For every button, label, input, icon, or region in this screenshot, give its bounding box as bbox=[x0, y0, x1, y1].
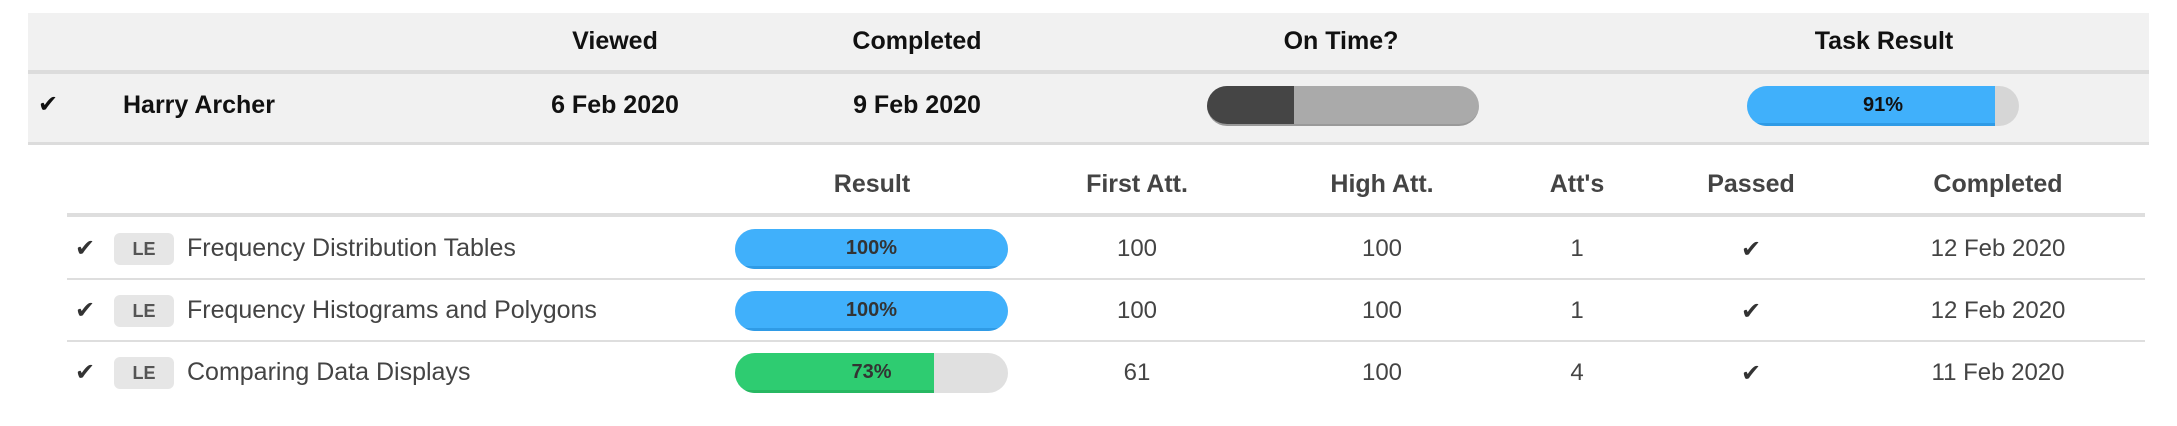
column-viewed: Viewed bbox=[572, 27, 658, 55]
column-high-att: High Att. bbox=[1330, 170, 1434, 198]
task-completed-date: 12 Feb 2020 bbox=[1930, 297, 2066, 324]
row-divider bbox=[67, 278, 2145, 280]
column-task-completed: Completed bbox=[1933, 170, 2063, 198]
task-result-fill bbox=[1747, 86, 1995, 126]
attempts: 1 bbox=[1570, 297, 1584, 324]
passed-check-icon: ✔ bbox=[1740, 298, 1762, 325]
task-header-divider bbox=[67, 213, 2145, 217]
column-first-att: First Att. bbox=[1086, 170, 1188, 198]
checkmark-icon: ✔ bbox=[75, 235, 96, 262]
high-att: 100 bbox=[1361, 359, 1403, 386]
result-label: 100% bbox=[845, 237, 898, 259]
column-completed: Completed bbox=[852, 27, 982, 55]
result-label: 73% bbox=[851, 361, 892, 383]
result-bar: 100% bbox=[735, 291, 1008, 331]
student-row-divider bbox=[28, 142, 2149, 145]
task-title[interactable]: Comparing Data Displays bbox=[187, 358, 471, 386]
column-result: Result bbox=[833, 170, 911, 198]
first-att: 61 bbox=[1123, 359, 1151, 386]
column-atts: Att's bbox=[1549, 170, 1605, 198]
on-time-fill bbox=[1207, 86, 1295, 124]
result-fill bbox=[735, 291, 1008, 331]
header-divider bbox=[28, 70, 2149, 74]
checkmark-icon: ✔ bbox=[75, 297, 96, 324]
first-att: 100 bbox=[1116, 235, 1158, 262]
column-task-result: Task Result bbox=[1814, 27, 1954, 55]
result-fill bbox=[735, 353, 935, 393]
task-result-label: 91% bbox=[1862, 94, 1904, 116]
viewed-date: 6 Feb 2020 bbox=[551, 91, 679, 119]
attempts: 1 bbox=[1570, 235, 1584, 262]
task-title[interactable]: Frequency Distribution Tables bbox=[187, 234, 516, 262]
column-passed: Passed bbox=[1707, 170, 1795, 198]
checkmark-icon: ✔ bbox=[38, 91, 59, 118]
task-completed-date: 11 Feb 2020 bbox=[1931, 359, 2065, 386]
student-name[interactable]: Harry Archer bbox=[123, 91, 275, 119]
row-divider bbox=[67, 340, 2145, 342]
on-time-bar bbox=[1207, 86, 1479, 126]
result-bar: 100% bbox=[735, 229, 1008, 269]
high-att: 100 bbox=[1361, 297, 1403, 324]
le-badge: LE bbox=[114, 357, 174, 389]
high-att: 100 bbox=[1361, 235, 1403, 262]
passed-check-icon: ✔ bbox=[1740, 360, 1762, 387]
first-att: 100 bbox=[1116, 297, 1158, 324]
column-on-time: On Time? bbox=[1283, 27, 1399, 55]
result-fill bbox=[735, 229, 1008, 269]
passed-check-icon: ✔ bbox=[1740, 236, 1762, 263]
task-result-bar: 91% bbox=[1747, 86, 2019, 126]
result-label: 100% bbox=[845, 299, 898, 321]
result-bar: 73% bbox=[735, 353, 1008, 393]
attempts: 4 bbox=[1570, 359, 1584, 386]
le-badge: LE bbox=[114, 295, 174, 327]
checkmark-icon: ✔ bbox=[75, 359, 96, 386]
le-badge: LE bbox=[114, 233, 174, 265]
task-completed-date: 12 Feb 2020 bbox=[1930, 235, 2066, 262]
completed-date: 9 Feb 2020 bbox=[853, 91, 981, 119]
task-title[interactable]: Frequency Histograms and Polygons bbox=[187, 296, 597, 324]
